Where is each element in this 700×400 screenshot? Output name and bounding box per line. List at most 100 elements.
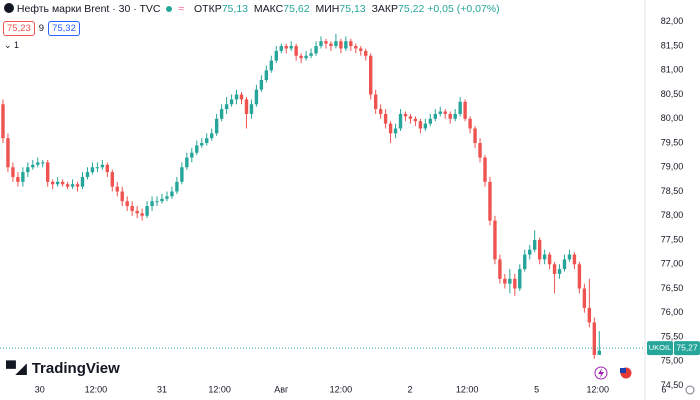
- y-tick-label: 81,50: [661, 40, 684, 50]
- symbol[interactable]: Нефть марки Brent · 30 · TVC: [16, 3, 161, 15]
- candle-body: [493, 220, 497, 260]
- candle-body: [21, 172, 25, 182]
- candle-body: [503, 278, 507, 284]
- hide-icon[interactable]: ≈: [178, 3, 185, 15]
- brand-name: TradingView: [31, 360, 120, 377]
- y-tick-label: 75,50: [661, 331, 684, 341]
- candle-body: [513, 278, 517, 289]
- x-tick-label: Авг: [274, 384, 289, 394]
- candle-body: [453, 113, 457, 119]
- candle-body: [224, 104, 229, 110]
- x-tick-label: 12:00: [208, 384, 231, 394]
- x-tick-label: 12:00: [587, 384, 610, 394]
- indicators-toggle[interactable]: ⌄ 1: [4, 40, 19, 51]
- candle-body: [542, 254, 547, 260]
- candle-body: [200, 143, 204, 146]
- price-tag-label: 75,27: [676, 342, 698, 352]
- x-tick-label: 30: [35, 384, 45, 394]
- candle-body: [413, 118, 418, 122]
- candle-body: [398, 113, 403, 129]
- symbol-tag-label: UKOIL: [649, 343, 672, 352]
- candle-body: [448, 113, 452, 119]
- candle-body: [239, 94, 244, 100]
- high-value: 75,62: [283, 3, 310, 15]
- candle-body: [344, 41, 348, 49]
- candle-body: [319, 41, 323, 47]
- candle-body: [50, 181, 55, 185]
- candle-body: [244, 99, 249, 114]
- bid-button[interactable]: 75,23: [3, 21, 35, 36]
- candle-body: [16, 176, 20, 182]
- x-tick-label: 5: [534, 384, 539, 394]
- candle-body: [100, 164, 105, 168]
- chevron: ⌄: [4, 40, 15, 50]
- brand: ▀◢ TradingView: [6, 360, 120, 377]
- candle-body: [592, 322, 597, 355]
- candle-body: [180, 167, 184, 182]
- candle-body: [120, 191, 124, 202]
- candle-body: [433, 113, 438, 119]
- close-label: ЗАКР: [371, 3, 399, 15]
- y-tick-label: 82,00: [661, 16, 684, 26]
- candle-body: [577, 264, 582, 289]
- candle-body: [582, 288, 587, 308]
- y-tick-label: 78,00: [661, 210, 684, 220]
- open-label: ОТКР: [194, 3, 222, 15]
- ask-button[interactable]: 75,32: [48, 21, 80, 36]
- candle-body: [105, 164, 110, 173]
- y-tick-label: 78,50: [661, 186, 684, 196]
- candle-body: [528, 249, 532, 255]
- change: +0,05 (+0,07%): [427, 3, 500, 15]
- candle-body: [418, 121, 423, 129]
- candle-body: [205, 138, 209, 144]
- y-tick-label: 76,00: [661, 307, 684, 317]
- candle-body: [364, 50, 368, 56]
- candle-body: [165, 196, 169, 199]
- x-tick-label: 12:00: [85, 384, 108, 394]
- candle-body: [41, 162, 45, 164]
- candle-body: [378, 109, 383, 114]
- candle-body: [219, 109, 224, 119]
- candle-body: [532, 240, 537, 250]
- brand-logo: ▀◢: [6, 360, 27, 376]
- candle-body: [229, 99, 234, 105]
- open-value: 75,13: [221, 3, 248, 15]
- candle-body: [423, 123, 428, 129]
- candle-body: [36, 162, 40, 165]
- candle-body: [259, 80, 264, 90]
- candle-body: [468, 118, 472, 129]
- candle-body: [349, 41, 353, 47]
- flag-icon-canton: [620, 368, 626, 373]
- candle-body: [279, 46, 283, 51]
- candle-body: [214, 118, 219, 134]
- candle-body: [60, 181, 65, 185]
- candle-body: [6, 138, 10, 168]
- y-tick-label: 79,50: [661, 137, 684, 147]
- y-tick-label: 76,50: [661, 283, 684, 293]
- candle-body: [488, 181, 492, 221]
- close-value: 75,22: [398, 3, 425, 15]
- candle-body: [498, 259, 502, 279]
- candle-body: [408, 116, 413, 119]
- legend: Нефть марки Brent · 30 · TVC ≈ ОТКР75,13…: [4, 3, 500, 15]
- candle-body: [473, 128, 477, 144]
- symbol-tag: [647, 341, 673, 356]
- settings-icon[interactable]: [685, 385, 695, 395]
- candle-body: [70, 184, 75, 187]
- trade-row: 75,23 9 75,32: [3, 21, 80, 36]
- x-tick-label: 31: [157, 384, 167, 394]
- candle-body: [264, 70, 269, 80]
- candle-body: [523, 254, 527, 270]
- candle-body: [65, 184, 70, 187]
- y-tick-label: 77,50: [661, 234, 684, 244]
- candle-body: [269, 60, 274, 71]
- candle-body: [1, 104, 5, 139]
- candle-body: [75, 184, 80, 187]
- candle-body: [155, 201, 159, 203]
- candle-body: [354, 46, 358, 49]
- high-label: МАКС: [253, 3, 284, 15]
- candle-body: [597, 350, 601, 355]
- candle-body: [135, 210, 139, 214]
- candle-body: [587, 307, 592, 323]
- candle-body: [438, 111, 442, 114]
